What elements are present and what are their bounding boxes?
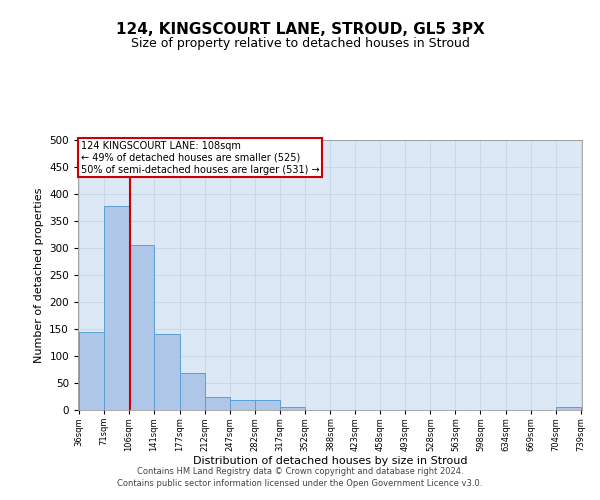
Bar — [129, 246, 154, 410]
Bar — [154, 334, 179, 410]
Bar — [556, 408, 581, 410]
Bar — [104, 206, 129, 410]
Bar — [79, 332, 104, 410]
X-axis label: Distribution of detached houses by size in Stroud: Distribution of detached houses by size … — [193, 456, 467, 466]
Bar — [280, 408, 305, 410]
Bar — [230, 400, 254, 410]
Y-axis label: Number of detached properties: Number of detached properties — [34, 188, 44, 362]
Bar — [205, 396, 230, 410]
Text: 124 KINGSCOURT LANE: 108sqm
← 49% of detached houses are smaller (525)
50% of se: 124 KINGSCOURT LANE: 108sqm ← 49% of det… — [80, 142, 319, 174]
Bar — [254, 400, 280, 410]
Text: 124, KINGSCOURT LANE, STROUD, GL5 3PX: 124, KINGSCOURT LANE, STROUD, GL5 3PX — [116, 22, 484, 38]
Bar — [179, 374, 205, 410]
Text: Size of property relative to detached houses in Stroud: Size of property relative to detached ho… — [131, 38, 469, 51]
Text: Contains HM Land Registry data © Crown copyright and database right 2024.
Contai: Contains HM Land Registry data © Crown c… — [118, 466, 482, 487]
